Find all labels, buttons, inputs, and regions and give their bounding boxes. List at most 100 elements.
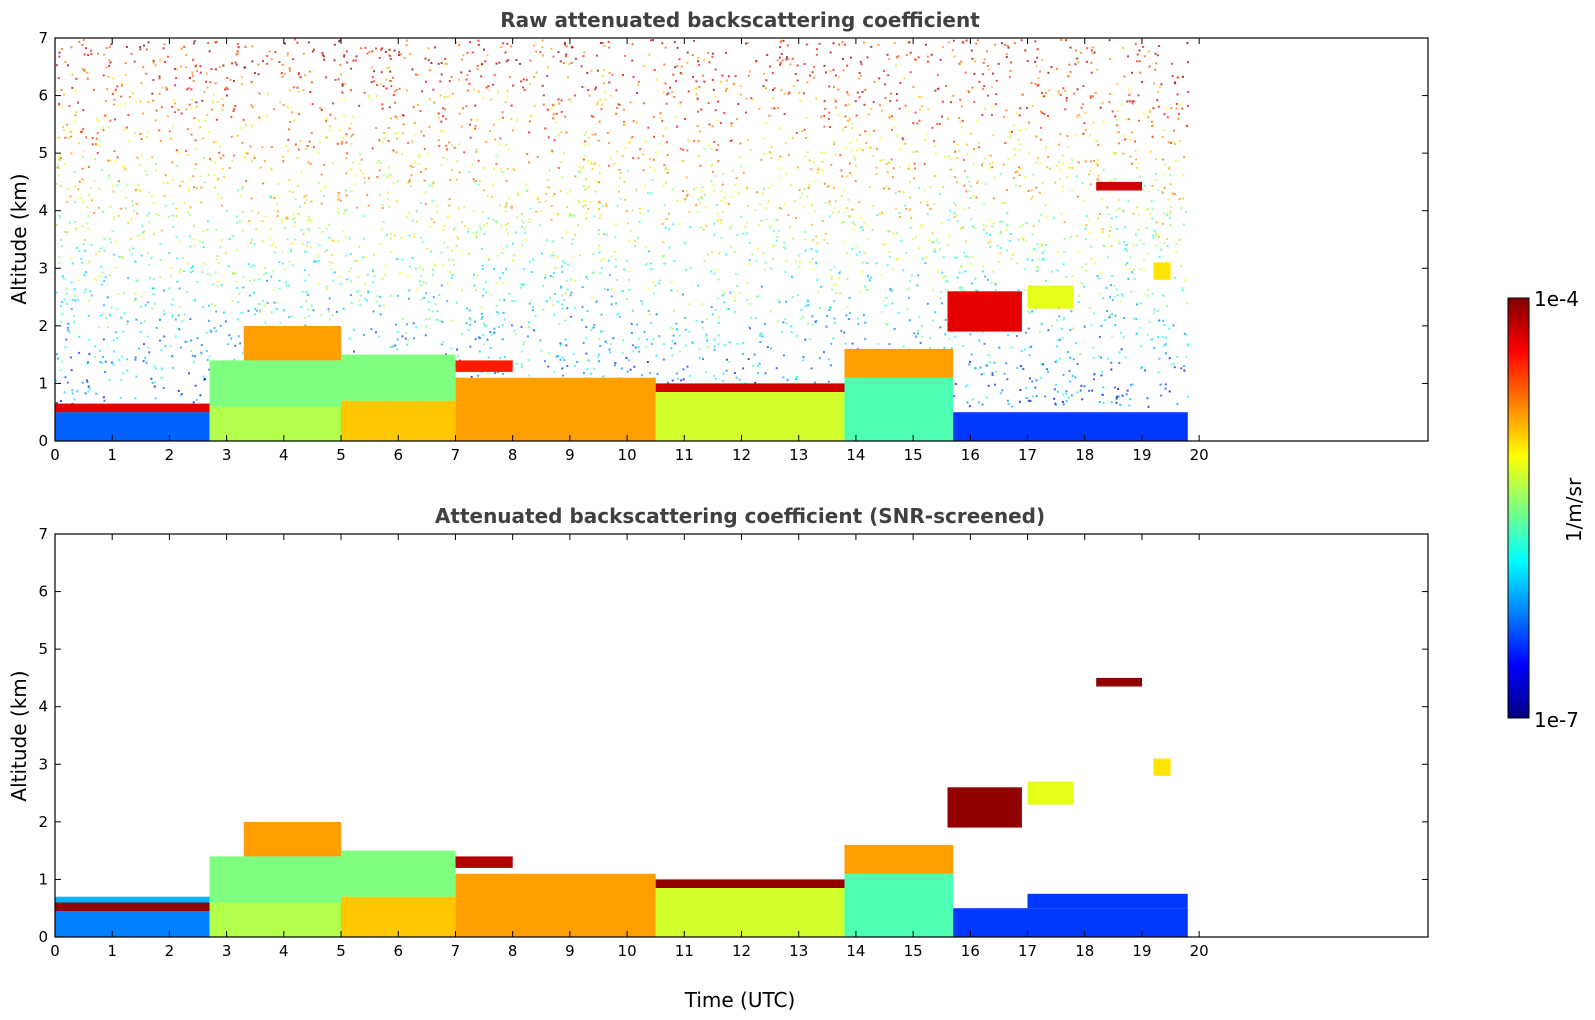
top-x-tick-label-3: 3 [222,446,232,464]
bottom-y-tick-label-2: 2 [38,813,48,831]
top-y-tick-label-3: 3 [38,259,48,277]
top-x-tick-label-8: 8 [508,446,518,464]
bottom-x-tick-label-10: 10 [618,942,637,960]
bottom-y-axis-label: Altitude (km) [7,670,31,801]
top-y-tick-label-1: 1 [38,374,48,392]
bottom-panel: Attenuated backscattering coefficient (S… [7,504,1429,1012]
top-x-tick-label-13: 13 [789,446,808,464]
top-layer-15 [1027,285,1074,309]
bottom-x-tick-label-0: 0 [50,942,60,960]
top-layer-14 [947,291,1022,332]
top-layer-16 [1096,181,1142,191]
bottom-layer-18 [1096,677,1142,687]
bottom-y-tick-label-5: 5 [38,640,48,658]
bottom-x-tick-label-9: 9 [565,942,575,960]
top-x-tick-label-10: 10 [618,446,637,464]
top-layer-7 [455,377,656,441]
top-x-tick-label-19: 19 [1132,446,1151,464]
bottom-x-tick-label-7: 7 [451,942,461,960]
colorbar-min-label: 1e-7 [1534,708,1579,732]
bottom-layer-8 [455,873,656,937]
top-y-axis-label: Altitude (km) [7,173,31,304]
bottom-x-tick-label-20: 20 [1190,942,1209,960]
top-layer-5 [341,400,456,441]
top-layer-10 [655,383,845,392]
top-layer-12 [844,348,954,378]
top-x-tick-label-14: 14 [846,446,865,464]
bottom-layer-11 [655,879,845,888]
bottom-x-tick-label-2: 2 [165,942,175,960]
bottom-layer-6 [341,896,456,937]
top-layer-0 [55,412,210,441]
top-panel-title: Raw attenuated backscattering coefficien… [500,8,980,32]
bottom-y-tick-label-7: 7 [38,525,48,543]
bottom-x-tick-label-13: 13 [789,942,808,960]
bottom-layer-5 [243,821,342,857]
bottom-layer-1 [55,902,210,912]
top-layer-2 [209,406,342,441]
top-x-tick-label-7: 7 [451,446,461,464]
bottom-y-tick-label-4: 4 [38,698,48,716]
top-x-tick-label-18: 18 [1075,446,1094,464]
top-x-tick-label-1: 1 [107,446,117,464]
bottom-y-tick-label-3: 3 [38,755,48,773]
bottom-layer-14 [953,908,1188,937]
top-layer-1 [55,403,210,413]
top-layer-6 [341,354,456,401]
top-x-tick-label-4: 4 [279,446,289,464]
top-x-tick-label-9: 9 [565,446,575,464]
top-x-tick-label-20: 20 [1190,446,1209,464]
bottom-y-tick-label-1: 1 [38,870,48,888]
bottom-layer-12 [844,867,954,937]
bottom-layer-17 [1027,781,1074,805]
top-x-tick-label-17: 17 [1018,446,1037,464]
colorbar: 1e-4 1e-7 1/m/sr [1507,287,1586,732]
bottom-x-tick-label-14: 14 [846,942,865,960]
top-noise-field [55,38,1190,409]
top-y-tick-label-2: 2 [38,317,48,335]
bottom-layer-7 [341,850,456,897]
bottom-layer-0 [55,911,210,937]
bottom-layer-13 [844,844,954,874]
bottom-layer-19 [1153,758,1171,776]
bottom-layer-9 [455,856,513,868]
top-layer-9 [655,386,845,441]
top-layer-11 [844,371,954,441]
top-y-tick-label-5: 5 [38,144,48,162]
top-y-tick-label-0: 0 [38,432,48,450]
colorbar-max-label: 1e-4 [1534,287,1579,311]
bottom-x-tick-label-17: 17 [1018,942,1037,960]
top-x-tick-label-2: 2 [165,446,175,464]
bottom-x-tick-label-11: 11 [675,942,694,960]
colorbar-gradient [1507,297,1530,719]
top-x-tick-label-12: 12 [732,446,751,464]
bottom-layer-16 [947,787,1022,828]
top-layer-8 [455,360,513,372]
bottom-y-tick-label-6: 6 [38,583,48,601]
top-y-tick-label-4: 4 [38,202,48,220]
bottom-layer-2 [55,896,210,903]
top-panel: Raw attenuated backscattering coefficien… [7,8,1429,464]
bottom-x-tick-label-16: 16 [961,942,980,960]
top-layer-17 [1153,262,1171,280]
top-x-tick-label-5: 5 [336,446,346,464]
top-x-tick-label-0: 0 [50,446,60,464]
top-layer-13 [953,412,1188,441]
bottom-x-tick-label-8: 8 [508,942,518,960]
top-layer-4 [243,325,342,361]
top-y-tick-label-6: 6 [38,87,48,105]
bottom-panel-title: Attenuated backscattering coefficient (S… [435,504,1045,528]
bottom-x-tick-label-5: 5 [336,942,346,960]
bottom-x-tick-label-12: 12 [732,942,751,960]
bottom-y-tick-label-0: 0 [38,928,48,946]
colorbar-unit-label: 1/m/sr [1562,477,1586,542]
top-y-tick-label-7: 7 [38,29,48,47]
bottom-layer-4 [209,856,342,903]
bottom-x-tick-label-4: 4 [279,942,289,960]
top-x-tick-label-11: 11 [675,446,694,464]
bottom-layer-10 [655,882,845,937]
top-layer-3 [209,360,342,407]
bottom-layer-3 [209,902,342,937]
